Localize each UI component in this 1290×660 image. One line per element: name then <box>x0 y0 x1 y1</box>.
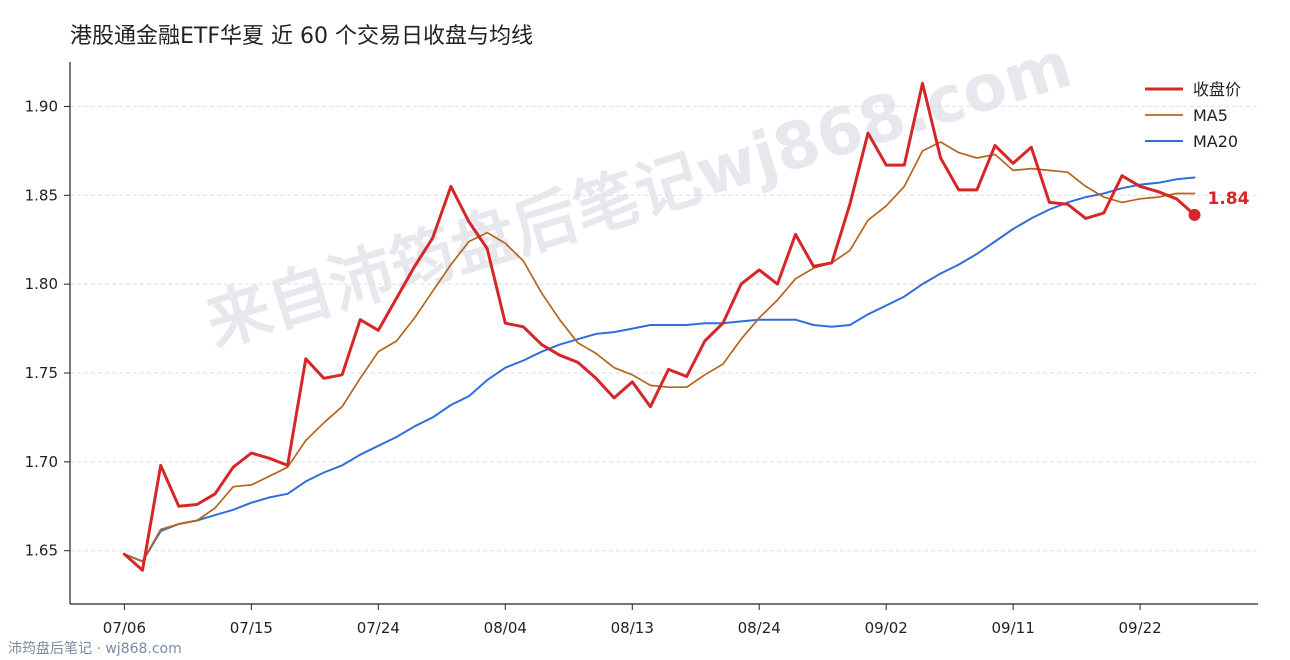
y-tick-label: 1.65 <box>25 542 58 560</box>
x-tick-label: 07/15 <box>230 619 273 637</box>
x-tick-label: 08/24 <box>738 619 781 637</box>
footer-credit: 沛筠盘后笔记 · wj868.com <box>8 641 182 657</box>
last-close-label: 1.84 <box>1208 189 1250 209</box>
y-tick-label: 1.75 <box>25 364 58 382</box>
series-line-close <box>122 81 1196 572</box>
y-tick-label: 1.85 <box>25 186 58 204</box>
data-labels: 1.84 <box>1188 189 1250 221</box>
legend-label: 收盘价 <box>1193 80 1241 99</box>
x-tick-label: 07/06 <box>103 619 146 637</box>
x-tick-label: 09/02 <box>865 619 908 637</box>
chart-title: 港股通金融ETF华夏 近 60 个交易日收盘与均线 <box>70 24 533 49</box>
last-close-point <box>1188 208 1201 221</box>
y-tick-label: 1.80 <box>25 275 58 293</box>
grid-lines <box>70 105 1258 552</box>
series-lines <box>122 81 1196 572</box>
y-tick-label: 1.90 <box>25 97 58 115</box>
legend-label: MA20 <box>1193 132 1238 151</box>
x-tick-label: 08/04 <box>484 619 527 637</box>
series-line-ma20 <box>123 176 1196 563</box>
x-tick-label: 08/13 <box>611 619 654 637</box>
legend: 收盘价 MA5 MA20 <box>1145 80 1241 151</box>
x-tick-label: 07/24 <box>357 619 400 637</box>
y-tick-label: 1.70 <box>25 453 58 471</box>
axes: 1.65 1.70 1.75 1.80 1.85 1.90 07/06 07/15 07/24 0… <box>25 62 1258 637</box>
x-tick-label: 09/11 <box>992 619 1035 637</box>
legend-label: MA5 <box>1193 106 1228 125</box>
x-tick-label: 09/22 <box>1118 619 1161 637</box>
